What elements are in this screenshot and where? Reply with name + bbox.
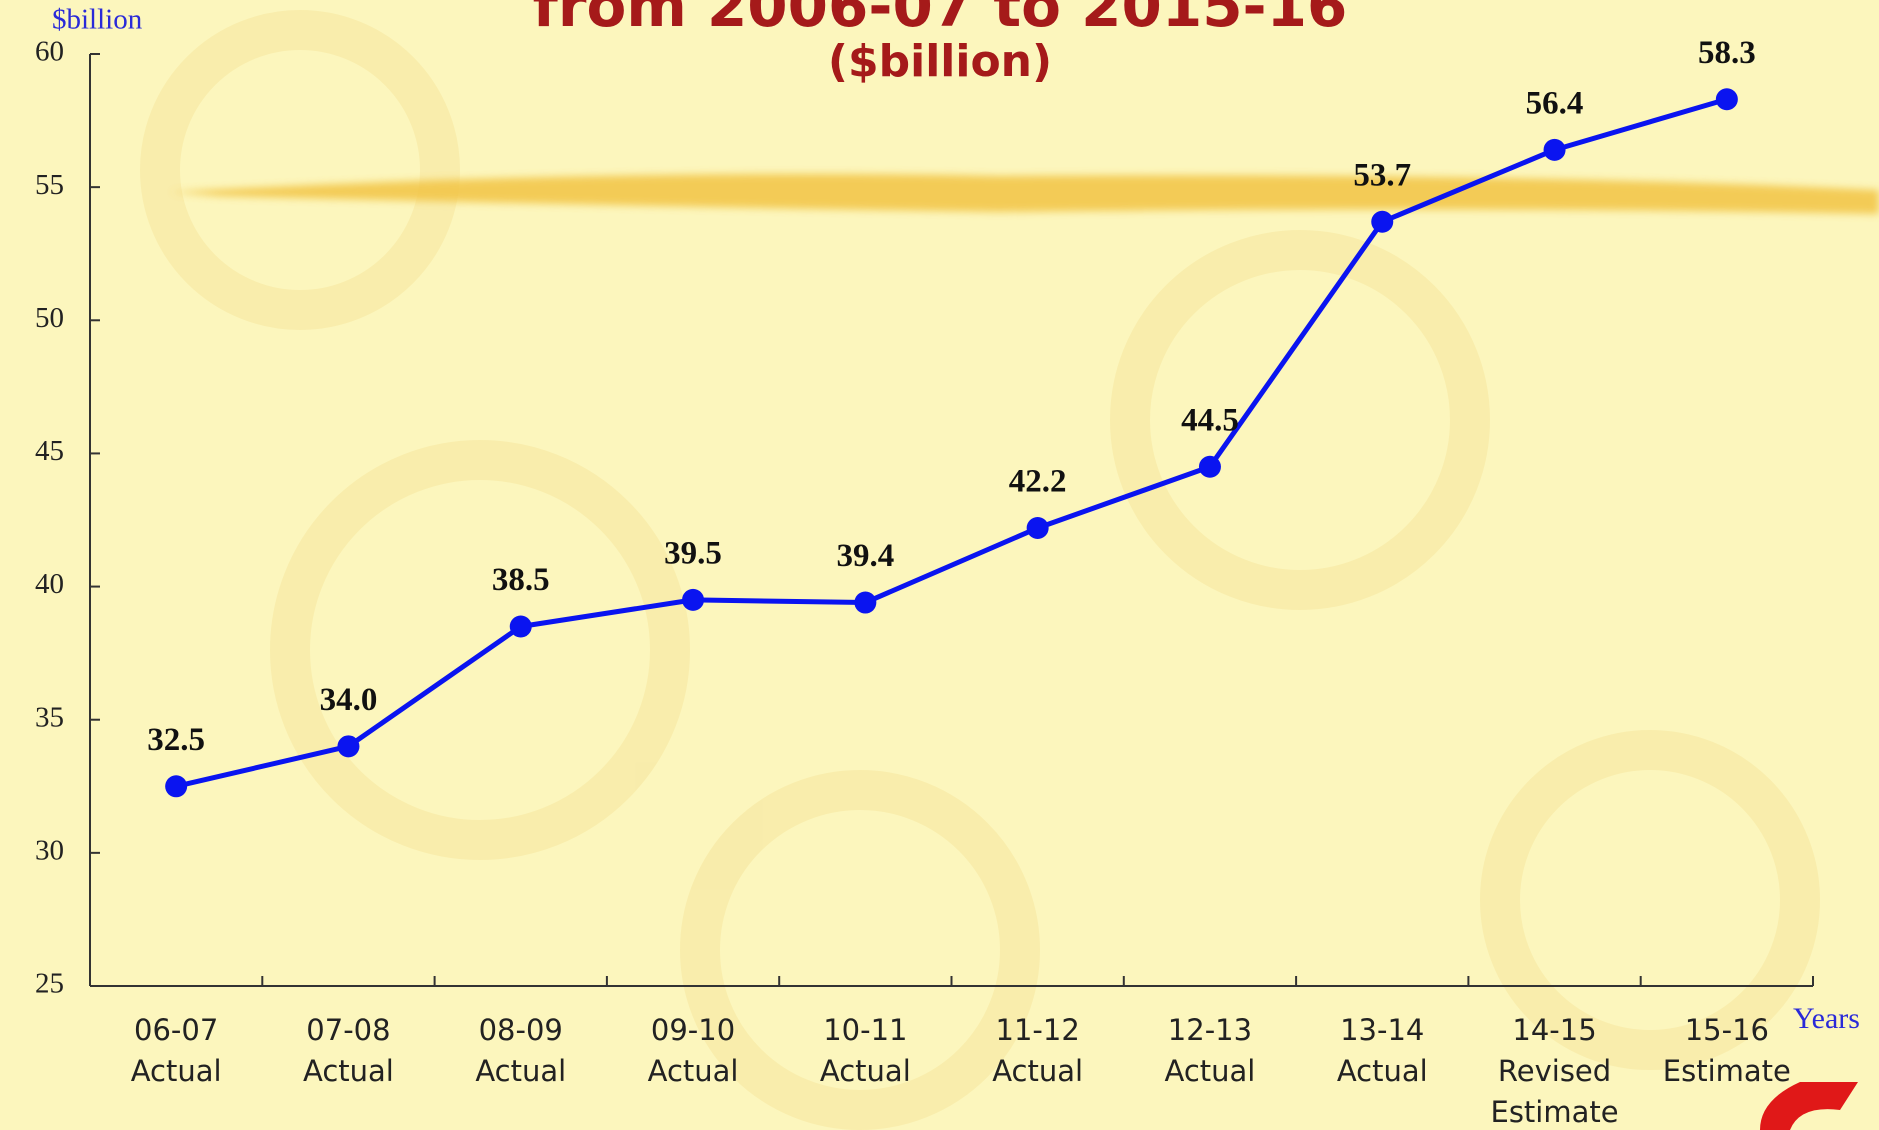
y-tick-label: 40 <box>35 568 64 600</box>
x-tick-label: 11-12 <box>996 1013 1080 1047</box>
data-label: 34.0 <box>320 682 378 718</box>
x-tick-label: Actual <box>992 1054 1083 1088</box>
x-tick-label: 08-09 <box>479 1013 563 1047</box>
y-tick-label: 50 <box>35 302 64 334</box>
x-tick-label: Actual <box>820 1054 911 1088</box>
marker <box>1371 210 1394 233</box>
marker <box>509 615 532 638</box>
logo <box>1760 1082 1858 1130</box>
x-tick-label: Actual <box>131 1054 222 1088</box>
marker <box>854 591 877 614</box>
x-axis-label: Years <box>1793 1002 1860 1035</box>
brush-stroke <box>170 174 1879 214</box>
data-label: 39.4 <box>836 538 894 574</box>
marker <box>337 735 360 758</box>
x-tick-label: 12-13 <box>1168 1013 1252 1047</box>
y-tick-label: 60 <box>35 36 64 68</box>
marker <box>1543 138 1566 161</box>
x-tick-label: 13-14 <box>1340 1013 1424 1047</box>
y-tick-label: 55 <box>35 169 64 201</box>
data-label: 56.4 <box>1526 85 1584 121</box>
x-tick-label: 14-15 <box>1512 1013 1596 1047</box>
background-pattern <box>140 10 1820 1130</box>
marker <box>165 775 188 798</box>
x-tick-label: 07-08 <box>306 1013 390 1047</box>
x-tick-label: Actual <box>303 1054 394 1088</box>
x-tick-label: Estimate <box>1491 1095 1619 1129</box>
x-tick-label: Actual <box>648 1054 739 1088</box>
x-tick-label: Estimate <box>1663 1054 1791 1088</box>
data-label: 44.5 <box>1181 402 1239 438</box>
marker <box>682 588 705 611</box>
data-label: 38.5 <box>492 562 550 598</box>
data-label: 42.2 <box>1009 464 1067 500</box>
data-label: 58.3 <box>1698 35 1756 71</box>
x-tick-label: 15-16 <box>1685 1013 1769 1047</box>
data-label: 39.5 <box>664 535 722 571</box>
x-tick-label: Revised <box>1498 1054 1611 1088</box>
marker <box>1198 455 1221 478</box>
y-tick-label: 45 <box>35 435 64 467</box>
line <box>175 96 1728 789</box>
x-tick-label: Actual <box>1165 1054 1256 1088</box>
y-tick-label: 30 <box>35 835 64 867</box>
chart-title: from 2006-07 to 2015-16 <box>533 0 1348 40</box>
x-tick-label: 06-07 <box>134 1013 218 1047</box>
x-tick-label: 10-11 <box>823 1013 907 1047</box>
y-axis-label: $billion <box>52 4 143 36</box>
y-tick-label: 35 <box>35 701 64 733</box>
data-label: 32.5 <box>147 722 205 758</box>
x-tick-label: 09-10 <box>651 1013 735 1047</box>
chart-subtitle: ($billion) <box>828 36 1052 87</box>
y-tick-label: 25 <box>35 968 64 1000</box>
marker <box>1715 88 1738 111</box>
marker <box>1026 516 1049 539</box>
x-tick-label: Actual <box>1337 1054 1428 1088</box>
data-label: 53.7 <box>1353 157 1411 193</box>
x-tick-label: Actual <box>475 1054 566 1088</box>
